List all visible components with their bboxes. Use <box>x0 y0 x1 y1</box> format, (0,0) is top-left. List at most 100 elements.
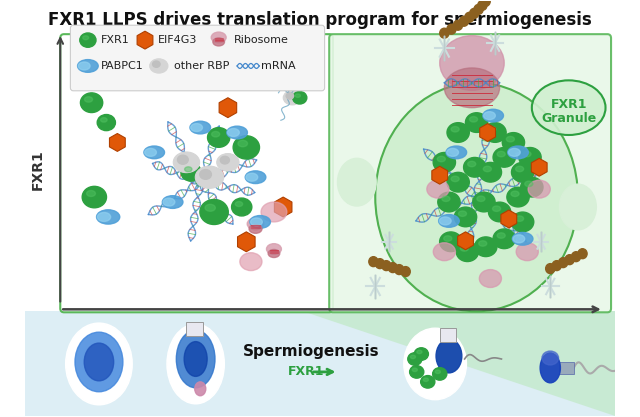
Text: EIF4G3: EIF4G3 <box>158 35 197 45</box>
Ellipse shape <box>266 244 282 254</box>
Ellipse shape <box>207 128 230 147</box>
Ellipse shape <box>420 376 435 388</box>
Ellipse shape <box>506 136 515 142</box>
Text: PABPC1: PABPC1 <box>100 61 143 71</box>
Text: mRNA: mRNA <box>261 61 296 71</box>
Ellipse shape <box>249 224 262 234</box>
Circle shape <box>546 264 555 274</box>
Ellipse shape <box>181 163 201 181</box>
Ellipse shape <box>250 218 262 226</box>
Ellipse shape <box>232 198 252 216</box>
Ellipse shape <box>286 93 294 99</box>
Ellipse shape <box>423 378 428 382</box>
Ellipse shape <box>528 180 550 198</box>
Circle shape <box>565 255 574 265</box>
FancyBboxPatch shape <box>70 25 324 91</box>
Ellipse shape <box>200 199 228 224</box>
Ellipse shape <box>245 171 266 183</box>
Ellipse shape <box>463 158 486 177</box>
Ellipse shape <box>523 151 531 157</box>
Ellipse shape <box>493 229 515 249</box>
Ellipse shape <box>236 201 243 206</box>
Ellipse shape <box>513 235 525 243</box>
Ellipse shape <box>184 342 207 377</box>
Ellipse shape <box>458 211 467 216</box>
Ellipse shape <box>284 90 301 105</box>
Polygon shape <box>501 210 516 228</box>
Polygon shape <box>219 98 237 118</box>
Ellipse shape <box>473 192 495 212</box>
Ellipse shape <box>211 32 226 43</box>
Polygon shape <box>301 311 615 416</box>
Ellipse shape <box>261 202 287 222</box>
Ellipse shape <box>213 38 225 46</box>
Ellipse shape <box>82 186 106 208</box>
Polygon shape <box>458 232 474 250</box>
Ellipse shape <box>86 191 95 196</box>
Ellipse shape <box>497 233 505 238</box>
Circle shape <box>460 16 468 26</box>
Circle shape <box>453 20 463 30</box>
Ellipse shape <box>233 136 259 159</box>
Text: FXR1: FXR1 <box>550 98 587 111</box>
Ellipse shape <box>145 148 156 156</box>
Ellipse shape <box>460 246 468 251</box>
Ellipse shape <box>488 126 496 132</box>
Ellipse shape <box>190 121 211 134</box>
Ellipse shape <box>447 123 469 142</box>
Ellipse shape <box>152 61 160 67</box>
Ellipse shape <box>444 236 452 241</box>
Ellipse shape <box>433 368 447 380</box>
Polygon shape <box>275 197 292 217</box>
Ellipse shape <box>414 348 428 360</box>
Polygon shape <box>237 232 255 252</box>
Circle shape <box>401 266 410 276</box>
Polygon shape <box>109 133 125 151</box>
Ellipse shape <box>454 207 477 227</box>
Ellipse shape <box>173 152 200 173</box>
Ellipse shape <box>205 204 216 211</box>
Ellipse shape <box>375 83 578 311</box>
Ellipse shape <box>497 151 505 157</box>
Ellipse shape <box>195 166 223 188</box>
Circle shape <box>369 257 378 266</box>
Ellipse shape <box>479 162 502 182</box>
Text: other RBP: other RBP <box>173 61 229 71</box>
Ellipse shape <box>246 173 258 181</box>
Polygon shape <box>531 158 547 176</box>
Ellipse shape <box>240 253 262 271</box>
Ellipse shape <box>440 232 462 251</box>
Ellipse shape <box>212 131 220 137</box>
Ellipse shape <box>435 370 440 374</box>
Ellipse shape <box>438 215 460 227</box>
Text: FXR1: FXR1 <box>288 365 324 378</box>
Ellipse shape <box>200 170 211 179</box>
Ellipse shape <box>167 324 224 404</box>
Circle shape <box>465 13 474 22</box>
Ellipse shape <box>511 191 519 196</box>
Ellipse shape <box>410 366 424 378</box>
Ellipse shape <box>337 158 376 206</box>
Ellipse shape <box>447 148 458 156</box>
Text: FXR1: FXR1 <box>31 149 45 190</box>
FancyBboxPatch shape <box>329 34 611 312</box>
Ellipse shape <box>84 97 93 102</box>
Ellipse shape <box>195 382 206 396</box>
Text: Spermiogenesis: Spermiogenesis <box>243 344 379 359</box>
Ellipse shape <box>163 198 175 206</box>
Ellipse shape <box>447 172 469 192</box>
Ellipse shape <box>437 156 445 162</box>
Ellipse shape <box>488 202 511 222</box>
Ellipse shape <box>479 241 487 246</box>
Polygon shape <box>432 166 447 184</box>
Ellipse shape <box>440 36 504 90</box>
Ellipse shape <box>483 166 492 172</box>
Ellipse shape <box>220 156 229 164</box>
Ellipse shape <box>442 196 450 201</box>
Circle shape <box>447 24 456 34</box>
Ellipse shape <box>468 161 476 167</box>
Ellipse shape <box>427 180 449 198</box>
Ellipse shape <box>483 109 504 122</box>
Bar <box>25 23 615 311</box>
FancyBboxPatch shape <box>60 34 333 312</box>
